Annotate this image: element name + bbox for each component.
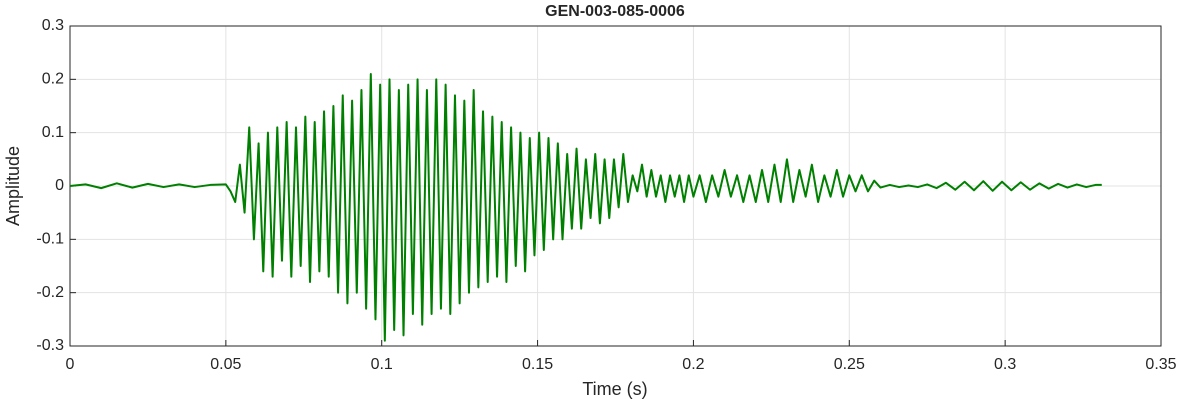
y-tick-label: -0.3	[36, 337, 64, 354]
waveform-line	[69, 73, 1102, 342]
y-tick-label: 0	[55, 177, 64, 194]
x-tick-label: 0.05	[210, 356, 241, 373]
x-tick-label: 0.25	[834, 356, 865, 373]
x-tick-label: 0.3	[994, 356, 1016, 373]
x-tick-label: 0.35	[1145, 356, 1176, 373]
x-tick-label: 0.2	[682, 356, 704, 373]
y-tick-label: 0.1	[42, 124, 64, 141]
x-tick-label: 0.15	[522, 356, 553, 373]
y-tick-label: -0.2	[36, 284, 64, 301]
y-tick-label: 0.2	[42, 71, 64, 88]
chart-title: GEN-003-085-0006	[545, 3, 685, 20]
y-axis-label: Amplitude	[3, 146, 23, 226]
x-axis-label: Time (s)	[582, 379, 647, 399]
x-tick-label: 0.1	[371, 356, 393, 373]
x-tick-label: 0	[66, 356, 75, 373]
y-tick-label: -0.1	[36, 231, 64, 248]
y-tick-label: 0.3	[42, 17, 64, 34]
